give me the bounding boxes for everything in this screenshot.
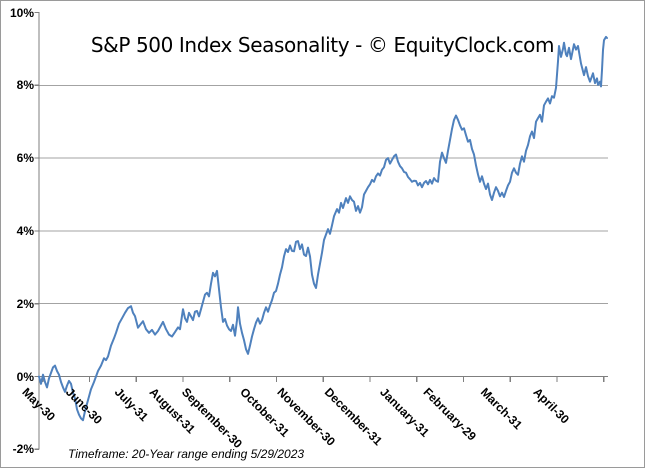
- y-axis-tick-label: 0%: [16, 369, 34, 384]
- y-axis-tick-label: 8%: [16, 78, 34, 93]
- y-axis-tick-label: 6%: [16, 151, 34, 166]
- y-axis-tick-label: 4%: [16, 223, 34, 238]
- timeframe-footnote: Timeframe: 20-Year range ending 5/29/202…: [68, 447, 305, 461]
- y-axis-tick-label: -2%: [12, 442, 34, 457]
- y-axis-tick-label: 2%: [16, 296, 34, 311]
- y-axis-tick-label: 10%: [9, 5, 34, 20]
- chart-title: S&P 500 Index Seasonality - © EquityCloc…: [90, 33, 555, 57]
